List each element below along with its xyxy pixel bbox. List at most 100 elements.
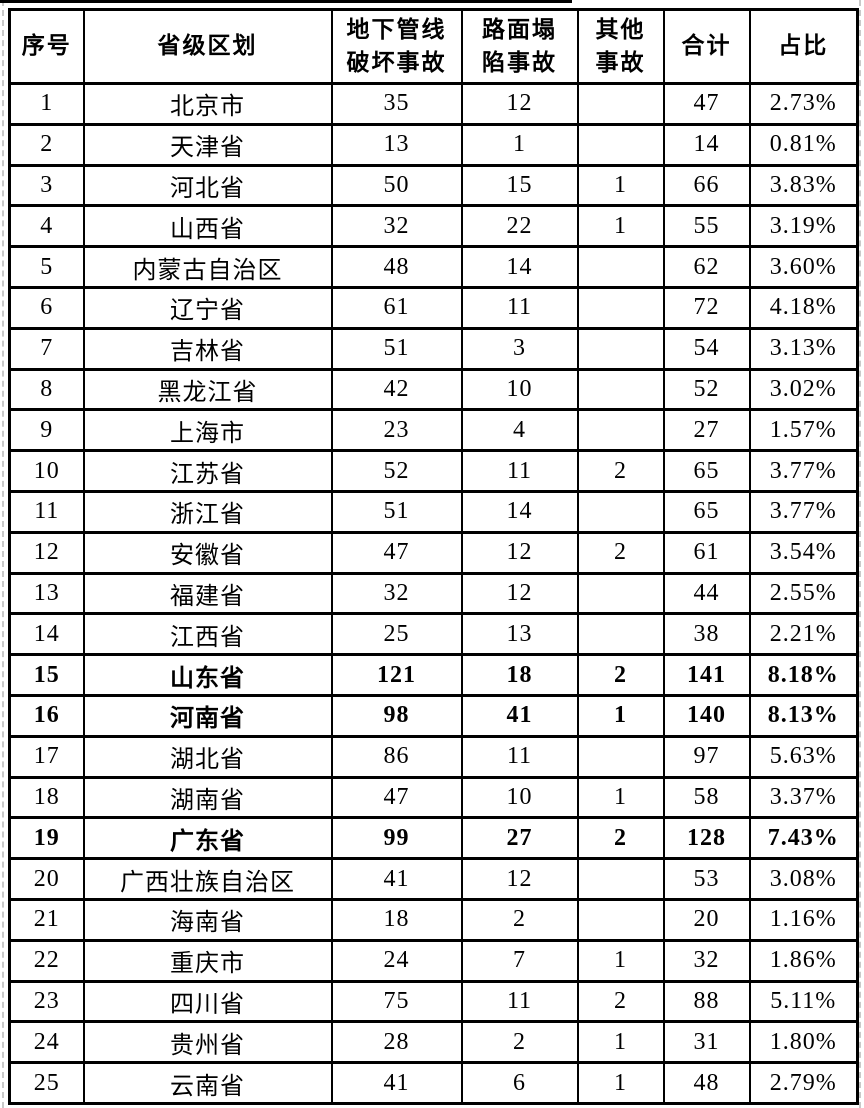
- pipeline-accidents-cell: 42: [330, 367, 463, 412]
- pipeline-accidents-cell: 121: [330, 653, 463, 697]
- share-cell: 3.60%: [748, 245, 859, 289]
- region-cell: 辽宁省: [82, 285, 333, 330]
- row-index-cell: 23: [8, 979, 85, 1024]
- region-cell: 安徽省: [82, 530, 333, 575]
- column-header-other-accidents: 其他 事故: [576, 8, 665, 85]
- region-cell: 福建省: [82, 571, 333, 616]
- road-collapse-accidents-cell: 12: [460, 530, 579, 575]
- total-cell: 97: [662, 734, 751, 779]
- table-row: 6 辽宁省 61 11 72 4.18%: [8, 285, 859, 330]
- pipeline-accidents-cell: 24: [330, 938, 463, 983]
- region-cell: 云南省: [82, 1061, 333, 1105]
- share-cell: 4.18%: [748, 285, 859, 330]
- table-row: 18 湖南省 47 10 1 58 3.37%: [8, 775, 859, 820]
- road-collapse-accidents-cell: 12: [460, 82, 579, 126]
- other-accidents-cell: 2: [576, 653, 665, 697]
- share-cell: 5.63%: [748, 734, 859, 779]
- total-cell: 38: [662, 612, 751, 657]
- region-cell: 四川省: [82, 979, 333, 1024]
- share-cell: 3.77%: [748, 489, 859, 534]
- region-cell: 吉林省: [82, 326, 333, 371]
- pipeline-accidents-cell: 47: [330, 775, 463, 820]
- table-row: 17 湖北省 86 11 97 5.63%: [8, 734, 859, 779]
- other-accidents-cell: 1: [576, 775, 665, 820]
- table-body: 1 北京市 35 12 47 2.73% 2 天津省 13 1 14 0.81% 3 河北省 50 15 1 66…: [8, 82, 859, 1105]
- other-accidents-cell: 2: [576, 530, 665, 575]
- region-cell: 北京市: [82, 82, 333, 126]
- total-cell: 53: [662, 857, 751, 901]
- pipeline-accidents-cell: 75: [330, 979, 463, 1024]
- other-accidents-cell: 1: [576, 204, 665, 249]
- table-row: 22 重庆市 24 7 1 32 1.86%: [8, 938, 859, 983]
- table-row: 23 四川省 75 11 2 88 5.11%: [8, 979, 859, 1024]
- table-row: 20 广西壮族自治区 41 12 53 3.08%: [8, 857, 859, 901]
- region-cell: 湖南省: [82, 775, 333, 820]
- road-collapse-accidents-cell: 18: [460, 653, 579, 697]
- pipeline-accidents-cell: 41: [330, 1061, 463, 1105]
- region-cell: 江西省: [82, 612, 333, 657]
- road-collapse-accidents-cell: 11: [460, 979, 579, 1024]
- other-accidents-cell: [576, 489, 665, 534]
- table-row: 15 山东省 121 18 2 141 8.18%: [8, 653, 859, 697]
- other-accidents-cell: [576, 408, 665, 453]
- pipeline-accidents-cell: 61: [330, 285, 463, 330]
- table-row: 2 天津省 13 1 14 0.81%: [8, 122, 859, 167]
- table-row: 9 上海市 23 4 27 1.57%: [8, 408, 859, 453]
- road-collapse-accidents-cell: 10: [460, 367, 579, 412]
- column-header-label: 路面塌 陷事故: [482, 17, 557, 75]
- page-margin-dashed-guide-left: [2, 0, 4, 1108]
- share-cell: 3.08%: [748, 857, 859, 901]
- other-accidents-cell: [576, 857, 665, 901]
- table-row: 10 江苏省 52 11 2 65 3.77%: [8, 449, 859, 493]
- row-index-cell: 15: [8, 653, 85, 697]
- road-collapse-accidents-cell: 11: [460, 734, 579, 779]
- total-cell: 61: [662, 530, 751, 575]
- region-cell: 上海市: [82, 408, 333, 453]
- road-collapse-accidents-cell: 27: [460, 816, 579, 861]
- total-cell: 32: [662, 938, 751, 983]
- other-accidents-cell: 1: [576, 1061, 665, 1105]
- table-row: 12 安徽省 47 12 2 61 3.54%: [8, 530, 859, 575]
- pipeline-accidents-cell: 99: [330, 816, 463, 861]
- column-header-label: 占比: [778, 33, 829, 59]
- other-accidents-cell: [576, 122, 665, 167]
- total-cell: 47: [662, 82, 751, 126]
- other-accidents-cell: [576, 285, 665, 330]
- road-collapse-accidents-cell: 14: [460, 245, 579, 289]
- row-index-cell: 18: [8, 775, 85, 820]
- table-row: 25 云南省 41 6 1 48 2.79%: [8, 1061, 859, 1105]
- total-cell: 58: [662, 775, 751, 820]
- cropped-content-artifact-top: [0, 0, 572, 3]
- row-index-cell: 12: [8, 530, 85, 575]
- other-accidents-cell: 2: [576, 449, 665, 493]
- total-cell: 140: [662, 693, 751, 738]
- row-index-cell: 25: [8, 1061, 85, 1105]
- row-index-cell: 13: [8, 571, 85, 616]
- total-cell: 62: [662, 245, 751, 289]
- row-index-cell: 19: [8, 816, 85, 861]
- column-header-label: 省级区划: [157, 33, 258, 59]
- column-header-total: 合计: [662, 8, 751, 85]
- other-accidents-cell: 1: [576, 693, 665, 738]
- page-margin-dashed-guide-right: [859, 0, 861, 1108]
- table-row: 21 海南省 18 2 20 1.16%: [8, 897, 859, 942]
- pipeline-accidents-cell: 25: [330, 612, 463, 657]
- road-collapse-accidents-cell: 22: [460, 204, 579, 249]
- pipeline-accidents-cell: 41: [330, 857, 463, 901]
- row-index-cell: 7: [8, 326, 85, 371]
- other-accidents-cell: 2: [576, 816, 665, 861]
- region-cell: 广东省: [82, 816, 333, 861]
- pipeline-accidents-cell: 32: [330, 204, 463, 249]
- share-cell: 2.21%: [748, 612, 859, 657]
- table-row: 14 江西省 25 13 38 2.21%: [8, 612, 859, 657]
- pipeline-accidents-cell: 18: [330, 897, 463, 942]
- share-cell: 2.79%: [748, 1061, 859, 1105]
- table-row: 19 广东省 99 27 2 128 7.43%: [8, 816, 859, 861]
- other-accidents-cell: 1: [576, 1020, 665, 1065]
- share-cell: 2.55%: [748, 571, 859, 616]
- share-cell: 3.77%: [748, 449, 859, 493]
- other-accidents-cell: 2: [576, 979, 665, 1024]
- share-cell: 3.02%: [748, 367, 859, 412]
- region-cell: 黑龙江省: [82, 367, 333, 412]
